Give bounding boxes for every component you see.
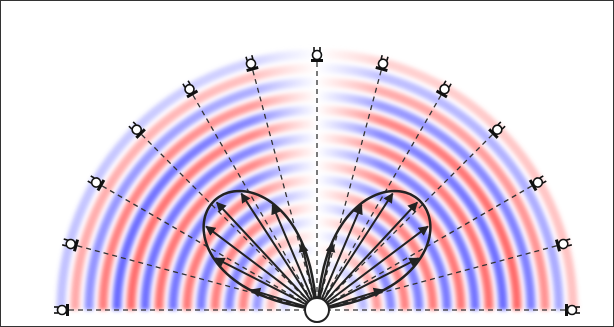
mic-part bbox=[90, 175, 95, 179]
mic-part bbox=[443, 80, 447, 85]
lobe-arrow bbox=[216, 201, 318, 311]
lobe-outline bbox=[202, 189, 319, 312]
mic-part bbox=[532, 177, 544, 188]
microphone bbox=[311, 47, 323, 62]
lobe-arrow bbox=[240, 192, 318, 311]
microphone bbox=[554, 238, 573, 252]
mic-part bbox=[448, 83, 452, 88]
mic-part bbox=[435, 89, 448, 99]
mic-part bbox=[90, 177, 102, 188]
mic-part bbox=[245, 58, 257, 69]
microphone bbox=[54, 304, 69, 316]
mic-part bbox=[63, 238, 68, 241]
mic-part bbox=[65, 238, 76, 250]
mic-part bbox=[377, 58, 389, 69]
mic-part bbox=[184, 83, 195, 95]
mic-part bbox=[245, 56, 248, 61]
mic-part bbox=[567, 244, 573, 247]
lobe-arrow bbox=[316, 257, 420, 311]
mic-part bbox=[246, 65, 259, 73]
microphone bbox=[528, 175, 547, 192]
microphone bbox=[245, 54, 259, 73]
mic-part bbox=[132, 121, 137, 126]
mic-part bbox=[66, 304, 69, 316]
lobe-arrow bbox=[316, 204, 363, 311]
mic-part bbox=[439, 83, 450, 95]
mic-part bbox=[135, 128, 146, 139]
microphone bbox=[87, 175, 106, 192]
mic-part bbox=[182, 83, 186, 88]
mic-part bbox=[96, 179, 106, 192]
mic-part bbox=[565, 304, 568, 316]
ring bbox=[98, 91, 536, 311]
mic-part bbox=[497, 121, 502, 126]
mic-part bbox=[56, 304, 68, 316]
microphone bbox=[182, 80, 199, 99]
lobe-arrow bbox=[214, 257, 318, 311]
mic-part bbox=[311, 59, 323, 62]
lobe-arrow bbox=[316, 225, 429, 311]
mic-part bbox=[375, 65, 388, 73]
lobe-arrow bbox=[271, 204, 318, 311]
mic-part bbox=[128, 125, 133, 130]
mic-part bbox=[380, 54, 383, 60]
mic-part bbox=[187, 80, 191, 85]
mic-part bbox=[311, 49, 323, 61]
lobe-outline bbox=[315, 189, 432, 312]
microphones bbox=[54, 47, 580, 316]
microphone bbox=[435, 80, 452, 99]
lobe-arrow bbox=[316, 201, 418, 311]
mic-part bbox=[566, 238, 571, 241]
source bbox=[304, 297, 330, 323]
microphone bbox=[128, 121, 146, 139]
mic-part bbox=[542, 180, 547, 184]
mic-part bbox=[386, 56, 389, 61]
microphone bbox=[565, 304, 580, 316]
ring bbox=[70, 63, 564, 311]
mic-part bbox=[72, 239, 80, 252]
ring bbox=[252, 245, 382, 311]
microphone bbox=[488, 121, 506, 139]
lobe-arrow bbox=[205, 225, 318, 311]
lobe-arrow bbox=[316, 192, 394, 311]
mic-part bbox=[131, 124, 142, 135]
mic-part bbox=[566, 304, 578, 316]
mic-part bbox=[539, 175, 544, 179]
mic-part bbox=[87, 180, 92, 184]
mic-part bbox=[558, 238, 569, 250]
mic-part bbox=[251, 54, 254, 60]
mic-part bbox=[488, 128, 499, 139]
mic-part bbox=[554, 239, 562, 252]
mic-part bbox=[501, 125, 506, 130]
microphone bbox=[61, 238, 80, 252]
mic-part bbox=[186, 89, 199, 99]
mic-part bbox=[492, 124, 503, 135]
mic-part bbox=[61, 244, 67, 247]
mic-part bbox=[528, 179, 538, 192]
microphone bbox=[375, 54, 389, 73]
ring bbox=[126, 119, 508, 311]
